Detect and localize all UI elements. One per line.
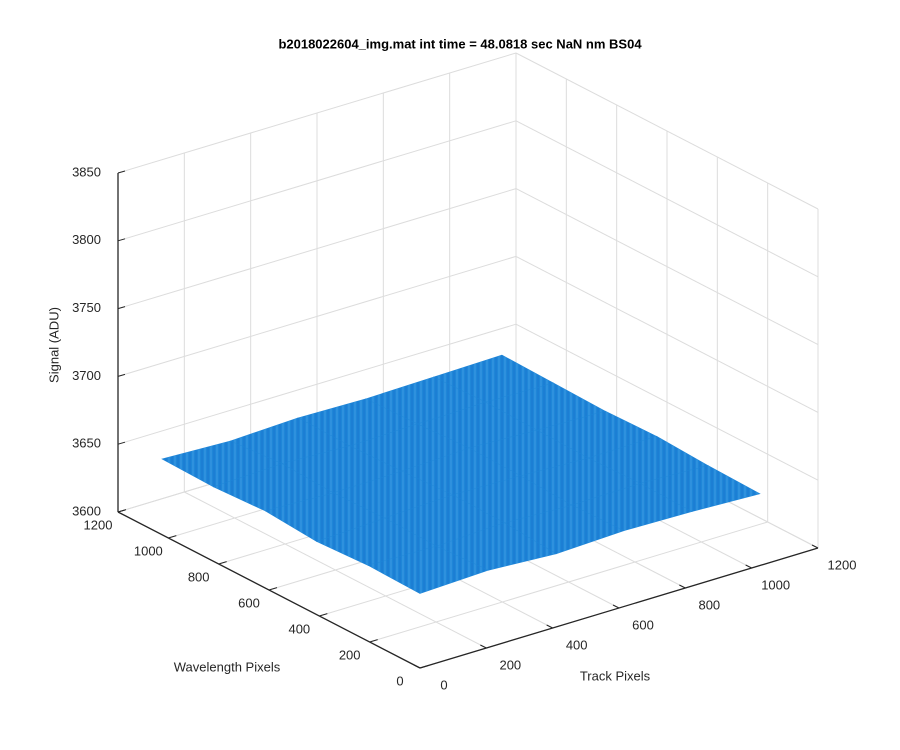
y-tick-label: 1000 [134, 543, 163, 558]
z-tick-label: 3800 [72, 232, 101, 247]
grid-line [515, 255, 819, 413]
x-tick [612, 604, 620, 609]
surface-texture [401, 448, 521, 496]
y-tick [419, 665, 429, 669]
surface-texture [265, 493, 385, 542]
y-axis-label: Wavelength Pixels [174, 659, 281, 674]
grid-line [117, 120, 517, 242]
x-tick-label: 1200 [828, 557, 857, 572]
surface-texture [213, 463, 334, 511]
z-tick-label: 3750 [72, 300, 101, 315]
z-axis-label: Signal (ADU) [46, 307, 61, 383]
grid-line [515, 52, 819, 210]
surface-texture [365, 377, 486, 425]
x-tick-label: 600 [632, 617, 654, 632]
axes: 3600 3650 3700 3750 3800 3850 0 200 400 600 800 100… [72, 164, 856, 692]
z-tick [117, 373, 126, 377]
y-tick [168, 535, 177, 539]
z-tick-label: 3700 [72, 368, 101, 383]
surface-texture [433, 355, 554, 403]
chart-title: b2018022604_img.mat int time = 48.0818 s… [278, 36, 642, 51]
y-tick [218, 561, 227, 565]
z-tick [117, 238, 126, 242]
grid-line [117, 188, 517, 310]
y-tick-label: 1200 [84, 517, 113, 532]
grid-line [515, 120, 819, 278]
grid-line [515, 323, 819, 481]
y-tick [319, 613, 328, 617]
y-tick-label: 400 [288, 621, 310, 636]
x-tick [546, 624, 553, 629]
z-tick-label: 3850 [72, 164, 101, 179]
surface-texture [281, 445, 402, 494]
x-tick [413, 664, 421, 669]
y-tick-label: 0 [396, 673, 403, 688]
surface-texture [436, 523, 556, 571]
surface-texture [333, 471, 453, 519]
x-axis-label: Track Pixels [580, 668, 651, 683]
x-tick [480, 644, 487, 649]
x-tick-label: 1000 [761, 577, 790, 592]
z-tick [117, 441, 126, 445]
y-tick [268, 587, 278, 591]
grid-line [117, 52, 517, 174]
surface-texture [572, 483, 692, 531]
z-tick [117, 306, 126, 310]
y-tick-label: 800 [188, 569, 210, 584]
surface-texture [162, 441, 282, 487]
y-tick [369, 639, 378, 643]
surface-texture [452, 476, 573, 524]
z-tick-label: 3650 [72, 436, 101, 451]
x-tick-label: 400 [566, 637, 588, 652]
grid-line [117, 255, 517, 377]
x-tick-label: 200 [499, 657, 521, 672]
surface-texture [384, 495, 505, 547]
surface-texture [316, 518, 437, 566]
y-tick-label: 200 [339, 647, 361, 662]
surface-texture [504, 505, 624, 554]
x-tick-label: 800 [698, 597, 720, 612]
z-tick [117, 170, 126, 174]
surface [161, 354, 761, 594]
surface-texture [520, 458, 641, 506]
surface-texture [640, 465, 760, 512]
y-tick-label: 600 [238, 595, 260, 610]
x-tick [679, 584, 686, 589]
surface-texture [349, 424, 470, 472]
z-tick-label: 3600 [72, 503, 101, 518]
grid-line [117, 323, 517, 445]
grid-line [369, 521, 768, 643]
surface-texture [230, 417, 350, 464]
grid-line [515, 188, 819, 346]
surface-texture [368, 546, 488, 594]
surface-texture [469, 430, 589, 477]
x-tick [811, 544, 819, 549]
x-tick-label: 0 [440, 677, 447, 692]
surface-texture [298, 398, 418, 446]
x-tick [745, 564, 752, 569]
y-tick [117, 509, 127, 513]
surface-texture [417, 402, 538, 449]
surface-texture [588, 436, 709, 484]
